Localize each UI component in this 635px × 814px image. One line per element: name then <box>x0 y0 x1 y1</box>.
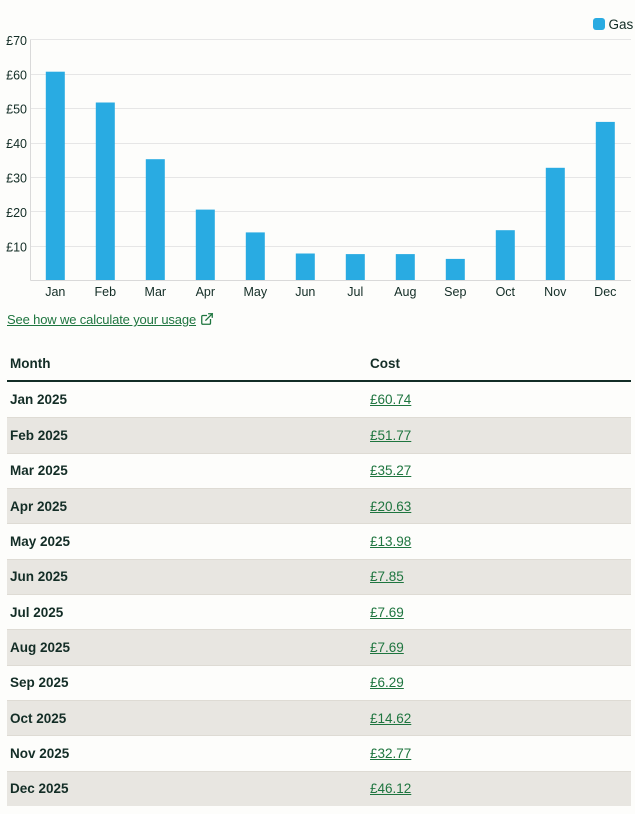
svg-text:£10: £10 <box>6 240 27 254</box>
svg-text:Feb: Feb <box>95 285 117 299</box>
svg-text:£40: £40 <box>6 137 27 151</box>
svg-text:£60: £60 <box>6 68 27 82</box>
svg-text:Apr: Apr <box>196 285 215 299</box>
svg-text:Mar: Mar <box>145 285 167 299</box>
svg-text:Gas: Gas <box>609 17 634 32</box>
svg-text:Jun: Jun <box>295 285 315 299</box>
svg-text:Dec: Dec <box>594 285 616 299</box>
svg-text:Aug: Aug <box>394 285 416 299</box>
svg-text:Jan: Jan <box>45 285 65 299</box>
svg-text:£20: £20 <box>6 206 27 220</box>
svg-text:£70: £70 <box>6 34 27 48</box>
svg-text:£50: £50 <box>6 103 27 117</box>
svg-text:Jul: Jul <box>347 285 363 299</box>
svg-text:May: May <box>243 285 267 299</box>
svg-text:Oct: Oct <box>496 285 516 299</box>
svg-text:Nov: Nov <box>544 285 567 299</box>
svg-text:£30: £30 <box>6 172 27 186</box>
svg-text:Sep: Sep <box>444 285 466 299</box>
